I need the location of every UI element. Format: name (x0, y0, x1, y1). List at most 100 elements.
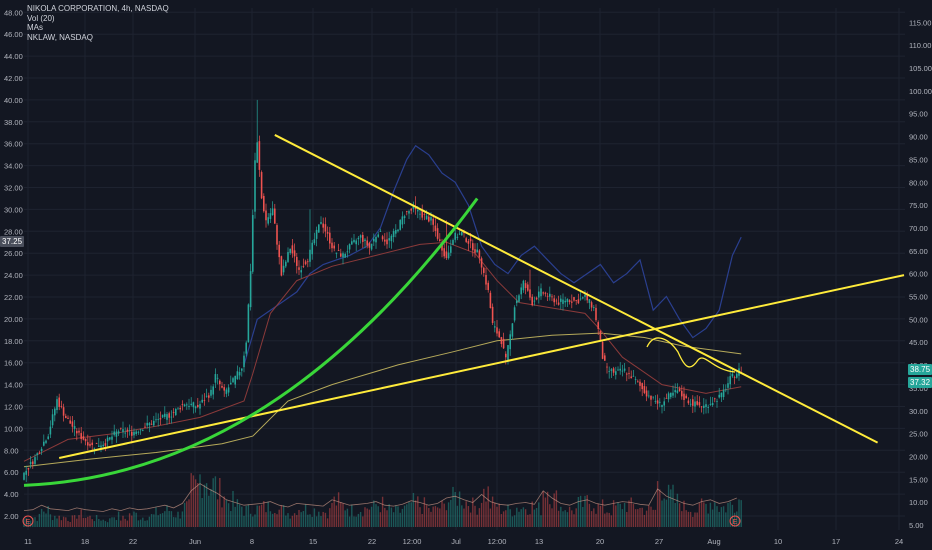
candle-body (516, 300, 518, 304)
earnings-marker-label: E (733, 519, 738, 526)
candle-body (153, 420, 155, 426)
candle-body (78, 430, 80, 433)
volume-bar (27, 521, 30, 527)
candle-body (126, 429, 129, 432)
candle-body (430, 217, 432, 221)
trendline (58, 274, 905, 459)
volume-bar (370, 506, 373, 527)
volume-bar (296, 515, 298, 527)
candle-body (91, 442, 93, 446)
volume-bar (676, 493, 679, 527)
volume-bar (337, 492, 340, 527)
candle-body (540, 288, 542, 297)
candle-body (586, 295, 588, 301)
candle-body (553, 298, 555, 303)
candle-body (368, 242, 371, 248)
candle-body (388, 238, 390, 241)
volume-bar (485, 501, 487, 527)
volume-bar (192, 475, 195, 527)
volume-bar (186, 501, 188, 527)
volume-bar (109, 518, 111, 527)
volume-bar (412, 492, 415, 527)
x-axis-tick: 10 (774, 537, 782, 546)
volume-bar (461, 505, 463, 527)
candle-body (32, 461, 34, 465)
right-axis-tick: 110.00 (909, 41, 931, 50)
volume-bar (538, 502, 540, 527)
candle-body (423, 213, 426, 215)
volume-bar (73, 515, 76, 527)
candle-body (304, 261, 307, 265)
volume-bar (516, 507, 518, 527)
volume-bar (175, 517, 177, 527)
volume-bar (401, 508, 404, 527)
indicator-lines (23, 144, 742, 512)
x-axis-tick: 12:00 (488, 537, 507, 546)
volume-bar (498, 503, 500, 527)
volume-bar (575, 508, 577, 527)
candle-body (599, 330, 602, 341)
volume-bar (170, 511, 173, 527)
candle-body (177, 407, 179, 409)
volume-bar (432, 506, 434, 527)
candle-body (324, 224, 327, 232)
candle-body (353, 239, 355, 243)
trendlines[interactable] (23, 134, 905, 487)
candle-body (100, 445, 102, 448)
candle-body (172, 412, 175, 413)
earnings-marker-label: E (26, 519, 31, 526)
volume-bar (256, 505, 258, 527)
left-axis-tick: 8.00 (4, 446, 19, 455)
volume-bar (390, 507, 393, 527)
candle-body (216, 377, 219, 379)
volume-bar (190, 473, 192, 527)
candle-body (45, 440, 47, 443)
volume-bar (115, 520, 118, 527)
volume-bar (608, 512, 610, 527)
volume-bar (579, 495, 582, 527)
volume-bar (520, 509, 522, 527)
candle-body (373, 238, 375, 242)
candle-body (346, 251, 349, 253)
volume-bar (135, 512, 137, 527)
volume-bar (509, 509, 511, 527)
volume-bar (298, 509, 300, 527)
candle-body (309, 249, 311, 262)
candle-body (577, 299, 580, 304)
candle-body (454, 232, 456, 240)
volume-bar (500, 514, 503, 527)
candle-body (335, 252, 338, 254)
volume-bar (307, 514, 309, 527)
volume-bar (111, 517, 113, 527)
candle-body (313, 239, 316, 244)
volume-bar (560, 506, 562, 527)
candle-body (386, 239, 388, 245)
volume-bar (667, 484, 670, 527)
volume-bar (104, 521, 107, 527)
candle-body (128, 430, 131, 432)
volume-bar (155, 507, 157, 527)
volume-bar (577, 497, 580, 527)
volume-bar (540, 515, 542, 527)
volume-bar (661, 500, 663, 527)
volume-bar (434, 506, 437, 527)
right-axis-tick: 50.00 (909, 315, 928, 324)
volume-bar (346, 508, 349, 527)
volume-bar (430, 511, 432, 527)
volume-bar (531, 501, 533, 527)
candle-body (232, 378, 234, 383)
volume-bar (419, 507, 421, 527)
left-axis-tick: 18.00 (4, 337, 23, 346)
candle-body (192, 402, 195, 408)
candle-body (661, 405, 663, 407)
volume-bar (269, 511, 272, 527)
volume-bar (280, 505, 283, 527)
candle-body (150, 423, 153, 425)
volume-bar (551, 508, 553, 527)
candle-body (87, 442, 89, 446)
candle-body (120, 427, 122, 429)
candle-body (419, 213, 421, 215)
candle-body (337, 250, 340, 251)
candle-body (601, 342, 604, 359)
